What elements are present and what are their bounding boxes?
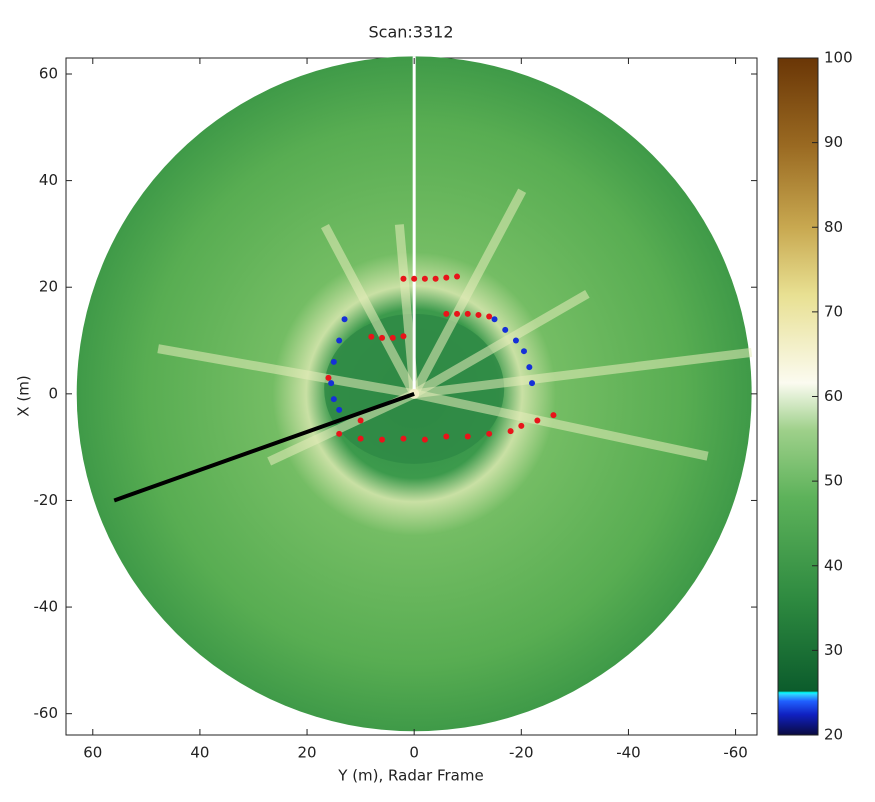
point [411, 275, 418, 282]
point [475, 311, 482, 318]
point [357, 435, 364, 442]
x-tick-label: 20 [297, 744, 316, 762]
x-tick-label: 40 [190, 744, 209, 762]
point [336, 430, 343, 437]
point [389, 334, 396, 341]
x-tick-label: -20 [509, 744, 534, 762]
point [325, 374, 332, 381]
point [443, 310, 450, 317]
radar-streak [413, 389, 709, 461]
radar-image [76, 56, 753, 732]
point [368, 333, 375, 340]
point [550, 412, 557, 419]
data-layer [113, 273, 557, 503]
x-tick-label: -60 [723, 744, 748, 762]
point [379, 334, 386, 341]
point [379, 436, 386, 443]
point [443, 274, 450, 281]
track-line [113, 391, 415, 503]
point [507, 428, 514, 435]
point [526, 364, 533, 371]
colorbar [777, 57, 819, 736]
point [464, 433, 471, 440]
point [534, 417, 541, 424]
y-tick-label: 60 [39, 64, 58, 82]
radar-streak [267, 389, 417, 466]
point [400, 435, 407, 442]
radar-streak [157, 344, 415, 399]
colorbar-tick-label: 40 [824, 556, 843, 574]
colorbar-tick-label: 30 [824, 641, 843, 659]
colorbar-tick-label: 60 [824, 387, 843, 405]
point [454, 310, 461, 317]
point [336, 337, 343, 344]
radar-streak [394, 224, 419, 395]
radar-streak [411, 289, 590, 398]
point [400, 333, 407, 340]
point [421, 436, 428, 443]
y-tick-label: -20 [34, 491, 59, 509]
radar-streak [321, 223, 419, 396]
y-tick-label: 0 [48, 384, 58, 402]
point [502, 326, 509, 333]
point [330, 396, 337, 403]
chart-title: Scan:3312 [368, 23, 453, 42]
point [512, 337, 519, 344]
colorbar-tick-label: 70 [824, 302, 843, 320]
colorbar-tick-label: 50 [824, 472, 843, 490]
point [464, 310, 471, 317]
x-tick-label: -40 [616, 744, 641, 762]
radar-streak [410, 188, 527, 396]
x-tick-label: 60 [83, 744, 102, 762]
x-axis-label: Y (m), Radar Frame [337, 767, 483, 785]
y-axis-label: X (m) [15, 375, 33, 416]
point [400, 275, 407, 282]
x-tick-label: 0 [409, 744, 419, 762]
radar-streak [413, 347, 753, 399]
colorbar-tick-label: 80 [824, 218, 843, 236]
point [518, 422, 525, 429]
point [454, 273, 461, 280]
point [330, 358, 337, 365]
y-tick-label: -40 [34, 598, 59, 616]
colorbar-tick-label: 100 [824, 49, 853, 67]
point [421, 275, 428, 282]
point [529, 380, 536, 387]
point [432, 275, 439, 282]
point [486, 430, 493, 437]
colorbar-tick-label: 20 [824, 726, 843, 744]
y-tick-label: -60 [34, 704, 59, 722]
point [491, 316, 498, 323]
point [341, 316, 348, 323]
point [336, 406, 343, 413]
colorbar-tick-label: 90 [824, 133, 843, 151]
point [520, 348, 527, 355]
y-tick-label: 40 [39, 171, 58, 189]
y-tick-label: 20 [39, 278, 58, 296]
point [328, 380, 335, 387]
point [357, 417, 364, 424]
point [443, 433, 450, 440]
point [486, 313, 493, 320]
